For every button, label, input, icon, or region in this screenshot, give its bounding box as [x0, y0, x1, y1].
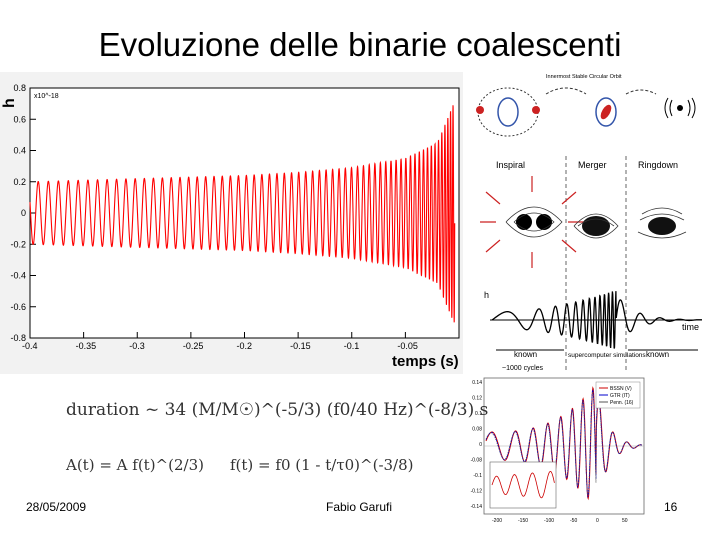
y-multiplier: x10^-18: [34, 93, 59, 100]
merger-field-lines: [573, 213, 619, 239]
duration-formula: duration ~ 34 (M/M☉)^(-5/3) (f0/40 Hz)^(…: [66, 400, 488, 420]
nr-y-tick-label: 0.08: [472, 427, 482, 433]
nr-x-tick-label: -150: [518, 518, 528, 524]
nr-y-tick-label: -0.1: [473, 473, 482, 479]
black-hole-1: [476, 106, 484, 114]
x-tick-label: -0.25: [183, 341, 204, 351]
nr-series-penn: [485, 391, 643, 497]
nr-x-tick-label: -100: [544, 518, 554, 524]
slide-author: Fabio Garufi: [326, 500, 393, 514]
nr-y-tick-label: 0.14: [472, 380, 482, 386]
nr-y-tick-label: -0.14: [471, 504, 483, 510]
orbit-ellipse: [477, 87, 539, 137]
schematic-waveform: [491, 291, 703, 349]
nr-legend-item-0: BSSN (V): [610, 386, 632, 392]
y-tick-label: 0.6: [13, 114, 26, 124]
nr-x-tick-label: -200: [492, 518, 502, 524]
waveform-chart: -0.4 -0.35 -0.3 -0.25 -0.2 -0.15 -0.1 -0.05 0.8 0…: [0, 72, 463, 374]
duration-formula-text: duration ~ 34 (M/M☉)^(-5/3) (f0/40 Hz)^(…: [66, 400, 489, 420]
y-axis-label: h: [1, 98, 18, 108]
arrow-to-ringdown: [625, 89, 657, 95]
isco-label: Innermost Stable Circular Orbit: [546, 74, 622, 80]
known-label-right: known: [646, 350, 669, 359]
x-tick-label: -0.15: [290, 341, 311, 351]
frequency-formula-text: f(t) = f0 (1 - t/τ0)^(-3/8): [230, 456, 414, 474]
y-tick-label: -0.2: [10, 239, 26, 249]
ringdown-blob: [648, 217, 676, 235]
y-tick-label: -0.4: [10, 271, 26, 281]
waveform-line: [29, 105, 456, 323]
y-tick-label: 0.8: [13, 83, 26, 93]
nr-x-tick-label: 50: [622, 518, 628, 524]
merger-core: [600, 104, 612, 120]
nr-y-tick-label: -0.08: [471, 458, 483, 464]
nr-x-tick-label: 0: [596, 518, 599, 524]
nr-y-tick-label: -0.12: [471, 489, 483, 495]
y-tick-label: 0: [21, 208, 26, 218]
frequency-formula: f(t) = f0 (1 - t/τ0)^(-3/8): [230, 456, 414, 474]
nr-y-tick-label: 0.1: [475, 411, 482, 417]
merger-blob: [582, 216, 610, 236]
inspiral-bh-right: [536, 214, 552, 230]
slide-page-number: 16: [664, 500, 678, 514]
diagram-y-label: h: [484, 290, 489, 300]
x-tick-label: -0.1: [344, 341, 360, 351]
y-tick-label: 0.2: [13, 177, 26, 187]
y-tick-label: 0.4: [13, 146, 26, 156]
cycles-note: ~1000 cycles: [502, 365, 544, 372]
nr-y-tick-label: 0: [479, 442, 482, 448]
numerical-relativity-chart: -200 -150 -100 -50 0 50 0.14 0.12 0.1 0.08 0 -0.08 -…: [471, 377, 645, 524]
x-tick-label: -0.4: [22, 341, 38, 351]
amplitude-formula: A(t) = A f(t)^(2/3): [66, 456, 204, 474]
inspiral-bh-left: [516, 214, 532, 230]
arrow-to-merger: [545, 87, 587, 95]
slide-title: Evoluzione delle binarie coalescenti: [98, 26, 622, 63]
phase-label-ringdown: Ringdown: [638, 160, 678, 170]
nr-legend: BSSN (V) GTR (IT) Penn. (16): [599, 386, 634, 406]
ringdown-core: [677, 105, 683, 111]
nr-x-tick-label: -50: [570, 518, 577, 524]
nr-y-tick-label: 0.12: [472, 396, 482, 402]
inspiral-field-lines: [505, 206, 563, 238]
ringdown-waves: [664, 97, 696, 119]
nr-legend-item-2: Penn. (16): [610, 400, 634, 406]
nr-legend-item-1: GTR (IT): [610, 393, 630, 399]
x-tick-label: -0.05: [397, 341, 418, 351]
nr-inset-waveform: [491, 470, 555, 499]
inspiral-radiation-arrows: [480, 176, 584, 268]
black-hole-2: [532, 106, 540, 114]
orbit-ring-left: [497, 97, 519, 127]
phase-label-inspiral: Inspiral: [496, 160, 525, 170]
merger-ring: [595, 97, 617, 127]
ringdown-field-lines: [637, 207, 687, 239]
y-tick-label: -0.8: [10, 333, 26, 343]
diagram-time-label: time: [682, 322, 699, 332]
y-tick-label: -0.6: [10, 302, 26, 312]
x-axis-label: temps (s): [392, 353, 459, 370]
x-tick-label: -0.35: [76, 341, 97, 351]
x-tick-label: -0.3: [129, 341, 145, 351]
phase-label-merger: Merger: [578, 160, 607, 170]
x-tick-label: -0.2: [237, 341, 253, 351]
simulations-label: supercomputer simulations: [568, 352, 646, 359]
slide-date: 28/05/2009: [26, 500, 87, 514]
amplitude-formula-text: A(t) = A f(t)^(2/3): [66, 456, 204, 474]
coalescence-diagram: Innermost Stable Circular Orbit Inspiral…: [476, 74, 703, 372]
known-label-left: known: [514, 350, 537, 359]
